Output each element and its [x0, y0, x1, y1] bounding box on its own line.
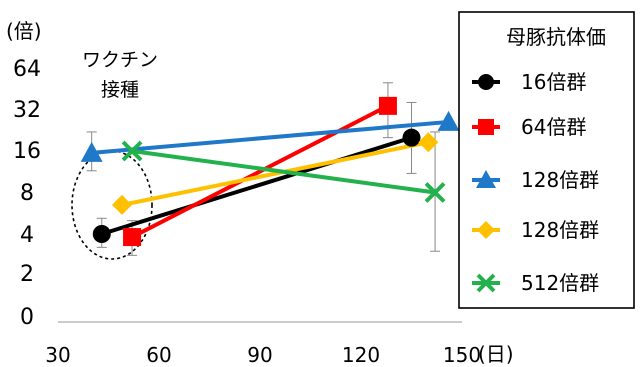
- y-tick-label: 2: [20, 262, 34, 287]
- x-axis-label: (日): [478, 342, 514, 366]
- legend-marker: [478, 119, 494, 135]
- y-tick-label: 8: [20, 181, 34, 206]
- annotation-line-1: ワクチン: [82, 49, 158, 71]
- y-tick-labels: 0 2 4 8 16 32 64: [13, 57, 41, 330]
- x-tick-labels: 30 60 90 120 150: [45, 343, 481, 367]
- data-point: [121, 140, 143, 162]
- legend-label: 16倍群: [521, 70, 586, 94]
- legend-marker: [477, 221, 495, 239]
- series-line: [131, 104, 389, 239]
- x-tick-label: 60: [146, 343, 171, 367]
- x-tick-label: 90: [247, 343, 272, 367]
- annotation-line-2: 接種: [101, 79, 139, 101]
- data-point: [378, 96, 397, 115]
- legend-item: 128倍群: [472, 168, 599, 192]
- x-tick-label: 30: [45, 343, 70, 367]
- series-line: [101, 135, 413, 236]
- data-point: [418, 132, 439, 153]
- y-tick-label: 4: [20, 223, 34, 248]
- legend-item: 128倍群: [472, 218, 599, 242]
- series-line: [121, 140, 429, 207]
- legend-marker: [476, 170, 496, 188]
- y-tick-label: 32: [13, 98, 41, 123]
- data-point: [92, 225, 111, 243]
- y-tick-label: 16: [13, 139, 41, 164]
- x-tick-label: 150: [443, 343, 481, 367]
- legend-item: 512倍群: [472, 271, 599, 295]
- legend-item: 16倍群: [472, 70, 586, 94]
- series-line: [91, 119, 449, 155]
- series-lines: [91, 104, 449, 239]
- legend-marker: [478, 74, 494, 90]
- legend-label: 512倍群: [521, 271, 599, 295]
- series-line: [131, 149, 436, 195]
- legend-label: 128倍群: [521, 168, 599, 192]
- series-markers: [80, 96, 460, 247]
- legend-label: 64倍群: [521, 115, 586, 139]
- data-point: [123, 228, 142, 247]
- data-point: [402, 128, 421, 147]
- legend-items: 16倍群 64倍群 128倍群 128倍群 512倍群: [472, 70, 599, 295]
- legend-box: [458, 11, 635, 309]
- y-tick-label: 64: [13, 57, 41, 82]
- legend-marker: [476, 273, 496, 293]
- y-tick-label: 0: [20, 305, 34, 330]
- data-point: [80, 141, 103, 162]
- legend-label: 128倍群: [521, 218, 599, 242]
- y-axis-label: (倍): [6, 19, 42, 43]
- legend-title: 母豚抗体価: [506, 25, 606, 49]
- legend-item: 64倍群: [472, 115, 586, 139]
- data-point: [111, 194, 132, 215]
- data-point: [424, 182, 446, 203]
- x-tick-label: 120: [342, 343, 380, 367]
- data-point: [437, 110, 460, 131]
